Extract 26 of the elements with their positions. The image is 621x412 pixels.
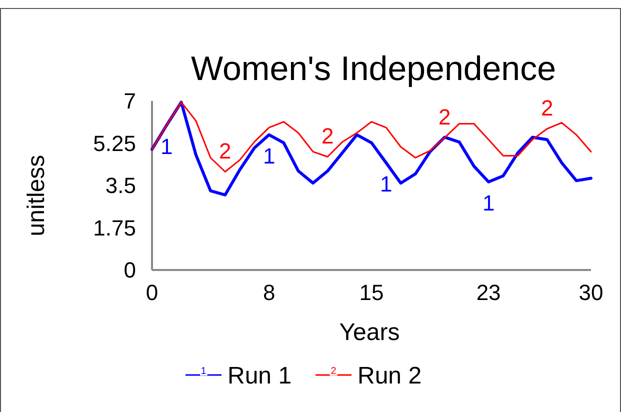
annotation: 2 [438,104,451,130]
annotation: 1 [482,190,495,216]
x-tick-label: 0 [146,280,158,305]
chart-title: Women's Independence [190,50,556,88]
x-tick-label: 15 [359,280,384,305]
legend-number-sign: 1 [200,366,206,377]
legend-label: Run 1 [228,362,292,390]
annotation: 1 [262,144,276,168]
x-tick-label: 23 [476,280,501,305]
x-axis-title: Years [339,319,400,346]
y-tick-label: 1.75 [93,215,136,240]
x-tick-label: 8 [262,280,276,305]
annotation: 1 [380,172,392,197]
annotation: 2 [321,123,334,148]
y-tick-label: 0 [124,258,136,283]
x-tick-label: 30 [578,280,604,305]
y-axis-title: unitless [23,154,50,236]
line-series [151,101,592,172]
y-tick-label: 7 [124,88,136,114]
annotation: 1 [160,134,173,159]
y-tick-label: 5.25 [93,130,136,156]
y-tick-label: 3.5 [105,173,136,198]
annotation: 2 [540,95,554,120]
annotation: 2 [219,138,232,164]
legend-label: Run 2 [358,362,422,390]
legend-number-sign: 2 [330,366,336,377]
